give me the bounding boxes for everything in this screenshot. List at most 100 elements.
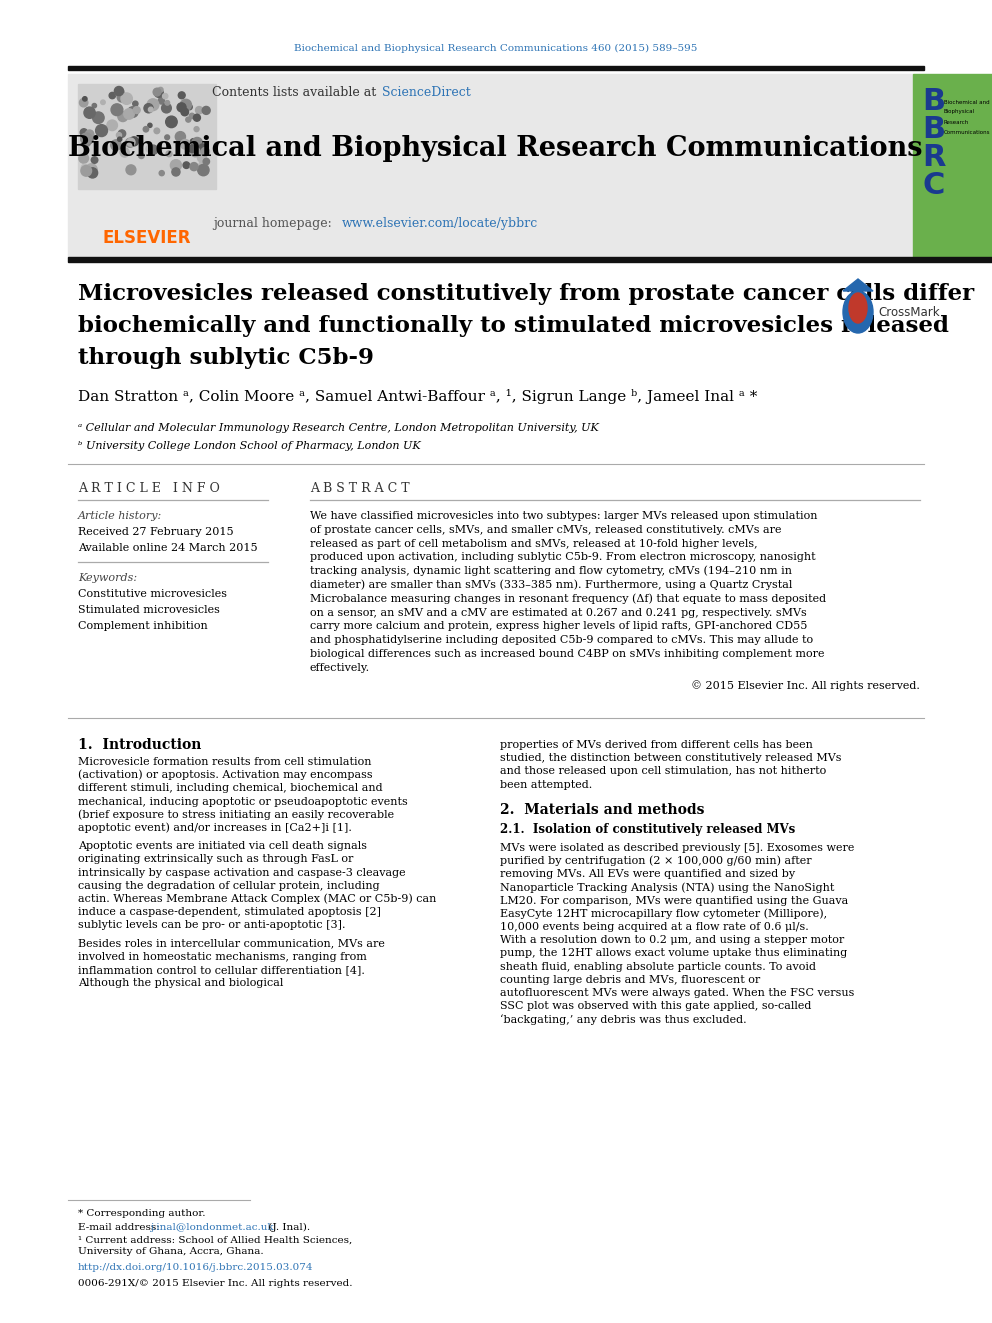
Circle shape xyxy=(165,135,170,140)
Circle shape xyxy=(147,99,159,111)
Circle shape xyxy=(149,146,158,155)
Circle shape xyxy=(154,128,160,134)
Circle shape xyxy=(85,164,97,176)
Text: 1.  Introduction: 1. Introduction xyxy=(78,738,201,751)
Circle shape xyxy=(149,107,153,112)
Text: http://dx.doi.org/10.1016/j.bbrc.2015.03.074: http://dx.doi.org/10.1016/j.bbrc.2015.03… xyxy=(78,1263,313,1273)
Circle shape xyxy=(81,164,88,172)
Text: Microvesicles released constitutively from prostate cancer cells differ: Microvesicles released constitutively fr… xyxy=(78,283,974,306)
Circle shape xyxy=(81,165,91,176)
Text: B: B xyxy=(922,115,945,144)
Text: LM20. For comparison, MVs were quantified using the Guava: LM20. For comparison, MVs were quantifie… xyxy=(500,896,848,906)
Circle shape xyxy=(96,128,101,134)
Circle shape xyxy=(172,168,180,176)
Text: and those released upon cell stimulation, has not hitherto: and those released upon cell stimulation… xyxy=(500,766,826,777)
Text: C: C xyxy=(922,172,944,201)
Text: diameter) are smaller than sMVs (333–385 nm). Furthermore, using a Quartz Crysta: diameter) are smaller than sMVs (333–385… xyxy=(310,579,793,590)
Text: causing the degradation of cellular protein, including: causing the degradation of cellular prot… xyxy=(78,881,380,890)
Circle shape xyxy=(130,136,139,146)
Circle shape xyxy=(95,124,107,136)
Text: ᵃ Cellular and Molecular Immunology Research Centre, London Metropolitan Univers: ᵃ Cellular and Molecular Immunology Rese… xyxy=(78,423,599,433)
Text: autofluorescent MVs were always gated. When the FSC versus: autofluorescent MVs were always gated. W… xyxy=(500,988,854,998)
Text: © 2015 Elsevier Inc. All rights reserved.: © 2015 Elsevier Inc. All rights reserved… xyxy=(691,680,920,691)
Text: Stimulated microvesicles: Stimulated microvesicles xyxy=(78,605,220,615)
Text: biological differences such as increased bound C4BP on sMVs inhibiting complemen: biological differences such as increased… xyxy=(310,650,824,659)
Text: Received 27 February 2015: Received 27 February 2015 xyxy=(78,527,234,537)
Text: released as part of cell metabolism and sMVs, released at 10-fold higher levels,: released as part of cell metabolism and … xyxy=(310,538,758,549)
Text: Keywords:: Keywords: xyxy=(78,573,137,583)
Circle shape xyxy=(118,111,128,122)
Circle shape xyxy=(124,108,134,119)
Circle shape xyxy=(194,127,199,131)
Circle shape xyxy=(92,112,104,123)
Text: (activation) or apoptosis. Activation may encompass: (activation) or apoptosis. Activation ma… xyxy=(78,770,373,781)
Circle shape xyxy=(84,107,95,118)
Text: studied, the distinction between constitutively released MVs: studied, the distinction between constit… xyxy=(500,753,841,763)
Circle shape xyxy=(82,97,87,101)
Circle shape xyxy=(163,94,168,99)
Text: ¹ Current address: School of Allied Health Sciences,: ¹ Current address: School of Allied Heal… xyxy=(78,1236,352,1245)
Text: R: R xyxy=(922,143,945,172)
Circle shape xyxy=(179,91,186,99)
Text: j.inal@londonmet.ac.uk: j.inal@londonmet.ac.uk xyxy=(150,1222,274,1232)
Text: Biochemical and Biophysical Research Communications: Biochemical and Biophysical Research Com… xyxy=(67,135,923,161)
Circle shape xyxy=(158,87,163,93)
Circle shape xyxy=(133,101,138,106)
Circle shape xyxy=(201,147,209,156)
Text: Besides roles in intercellular communication, MVs are: Besides roles in intercellular communica… xyxy=(78,938,385,949)
Text: Dan Stratton ᵃ, Colin Moore ᵃ, Samuel Antwi-Baffour ᵃ, ¹, Sigrun Lange ᵇ, Jameel: Dan Stratton ᵃ, Colin Moore ᵃ, Samuel An… xyxy=(78,389,757,404)
Text: carry more calcium and protein, express higher levels of lipid rafts, GPI-anchor: carry more calcium and protein, express … xyxy=(310,622,807,631)
Text: ScienceDirect: ScienceDirect xyxy=(382,86,471,98)
Text: pump, the 12HT allows exact volume uptake thus eliminating: pump, the 12HT allows exact volume uptak… xyxy=(500,949,847,958)
Text: SSC plot was observed with this gate applied, so-called: SSC plot was observed with this gate app… xyxy=(500,1002,811,1011)
Text: ᵇ University College London School of Pharmacy, London UK: ᵇ University College London School of Ph… xyxy=(78,441,421,451)
Circle shape xyxy=(190,139,196,146)
Ellipse shape xyxy=(849,292,867,323)
Circle shape xyxy=(202,106,210,114)
Text: on a sensor, an sMV and a cMV are estimated at 0.267 and 0.241 pg, respectively.: on a sensor, an sMV and a cMV are estima… xyxy=(310,607,806,618)
Circle shape xyxy=(197,164,209,176)
Text: actin. Whereas Membrane Attack Complex (MAC or C5b-9) can: actin. Whereas Membrane Attack Complex (… xyxy=(78,894,436,905)
Circle shape xyxy=(116,132,122,138)
Text: University of Ghana, Accra, Ghana.: University of Ghana, Accra, Ghana. xyxy=(78,1248,264,1257)
Text: * Corresponding author.: * Corresponding author. xyxy=(78,1209,205,1218)
Circle shape xyxy=(186,118,190,122)
Circle shape xyxy=(79,153,88,163)
Circle shape xyxy=(111,103,123,115)
Text: 2.1.  Isolation of constitutively released MVs: 2.1. Isolation of constitutively release… xyxy=(500,823,796,836)
Text: Biochemical and: Biochemical and xyxy=(944,99,990,105)
Circle shape xyxy=(184,161,189,168)
Circle shape xyxy=(146,146,153,152)
Text: Microvesicle formation results from cell stimulation: Microvesicle formation results from cell… xyxy=(78,757,371,767)
Text: (J. Inal).: (J. Inal). xyxy=(265,1222,310,1232)
Bar xyxy=(913,74,992,258)
Text: produced upon activation, including sublytic C5b-9. From electron microscopy, na: produced upon activation, including subl… xyxy=(310,553,815,562)
Text: and phosphatidylserine including deposited C5b-9 compared to cMVs. This may allu: and phosphatidylserine including deposit… xyxy=(310,635,813,646)
Circle shape xyxy=(159,171,165,176)
Circle shape xyxy=(91,156,98,163)
Circle shape xyxy=(158,147,162,151)
Circle shape xyxy=(203,159,209,164)
Text: Biochemical and Biophysical Research Communications 460 (2015) 589–595: Biochemical and Biophysical Research Com… xyxy=(295,44,697,53)
Text: ELSEVIER: ELSEVIER xyxy=(103,229,191,247)
Text: CrossMark: CrossMark xyxy=(878,306,939,319)
Text: Communications: Communications xyxy=(944,130,990,135)
Text: tracking analysis, dynamic light scattering and flow cytometry, cMVs (194–210 nm: tracking analysis, dynamic light scatter… xyxy=(310,566,792,577)
Text: EasyCyte 12HT microcapillary flow cytometer (Millipore),: EasyCyte 12HT microcapillary flow cytome… xyxy=(500,909,827,919)
Circle shape xyxy=(166,116,178,127)
Bar xyxy=(68,74,913,258)
Circle shape xyxy=(127,107,138,118)
Text: Although the physical and biological: Although the physical and biological xyxy=(78,978,284,988)
Circle shape xyxy=(188,146,196,152)
Circle shape xyxy=(80,134,92,144)
Text: A R T I C L E   I N F O: A R T I C L E I N F O xyxy=(78,482,220,495)
Text: properties of MVs derived from different cells has been: properties of MVs derived from different… xyxy=(500,740,812,750)
Text: With a resolution down to 0.2 μm, and using a stepper motor: With a resolution down to 0.2 μm, and us… xyxy=(500,935,844,945)
Circle shape xyxy=(181,108,188,116)
Text: involved in homeostatic mechanisms, ranging from: involved in homeostatic mechanisms, rang… xyxy=(78,951,367,962)
Circle shape xyxy=(181,99,191,110)
Circle shape xyxy=(198,144,207,152)
Text: biochemically and functionally to stimulated microvesicles released: biochemically and functionally to stimul… xyxy=(78,315,949,337)
Circle shape xyxy=(85,130,94,139)
Text: We have classified microvesicles into two subtypes: larger MVs released upon sti: We have classified microvesicles into tw… xyxy=(310,511,817,521)
